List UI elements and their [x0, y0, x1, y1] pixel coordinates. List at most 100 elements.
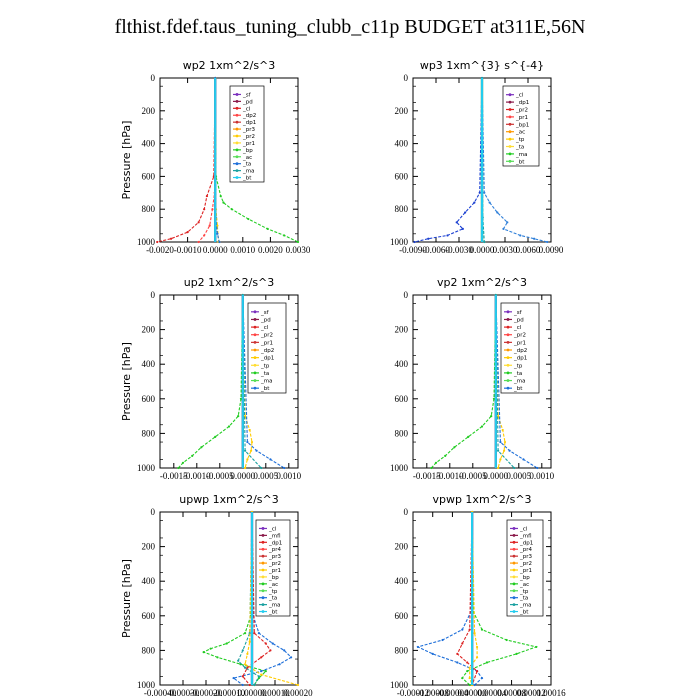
legend-marker	[253, 348, 257, 352]
y-axis-label: Pressure [hPa]	[120, 121, 133, 200]
x-tick-label: 0.00016	[536, 688, 566, 698]
legend-box	[502, 85, 540, 167]
legend-marker	[512, 527, 516, 530]
legend-marker	[261, 603, 265, 607]
x-tick-label: 0.0010	[276, 471, 301, 481]
y-tick-label: 200	[395, 106, 409, 116]
series-point	[483, 240, 486, 244]
x-tick-label: 0.00020	[283, 688, 313, 698]
y-tick-label: 600	[142, 611, 156, 621]
series-point	[218, 240, 221, 244]
series-point	[197, 240, 200, 244]
legend-marker	[235, 93, 239, 96]
series-point	[248, 640, 251, 643]
x-tick-label: 0.00008	[497, 688, 527, 698]
series-point	[497, 449, 500, 452]
x-tick-label: 0.0005	[506, 471, 531, 481]
legend-entry: _pd	[260, 317, 271, 323]
series-point	[453, 446, 456, 449]
series-point	[253, 632, 256, 635]
legend-entry: _ac	[519, 582, 529, 588]
legend-marker	[512, 589, 516, 593]
series-point	[478, 191, 481, 194]
legend-marker	[235, 113, 239, 117]
series-point	[244, 466, 247, 470]
x-tick-label: 0.00000	[237, 688, 267, 698]
series-point	[248, 428, 251, 432]
legend-marker	[253, 340, 257, 344]
legend-marker	[506, 340, 510, 344]
legend-entry: _bt	[515, 159, 525, 165]
x-tick-label: 0.0005	[253, 471, 278, 481]
series-point	[214, 435, 217, 438]
series-point	[249, 449, 253, 452]
legend-entry: _tp	[513, 363, 523, 369]
y-tick-label: 0	[151, 507, 156, 517]
y-axis-label: Pressure [hPa]	[120, 342, 133, 421]
series-point	[456, 652, 459, 655]
legend-marker	[506, 371, 510, 375]
series-point	[461, 628, 464, 631]
series-point	[260, 656, 263, 659]
legend-marker	[512, 561, 516, 565]
series-point	[244, 449, 247, 452]
legend-entry: _ma	[260, 379, 272, 385]
x-tick-label: 0.0030	[286, 245, 311, 255]
y-tick-label: 800	[142, 204, 156, 214]
series-point	[430, 466, 433, 470]
series-point	[197, 221, 200, 224]
series-point	[501, 428, 504, 432]
series-point	[225, 642, 228, 645]
series-point	[191, 454, 194, 457]
y-tick-label: 1000	[137, 680, 156, 690]
series-point	[533, 237, 536, 240]
series-point	[446, 234, 449, 237]
legend-marker	[512, 575, 516, 579]
series-line-dp1	[177, 294, 244, 469]
y-tick-label: 800	[395, 428, 409, 438]
series-point	[508, 449, 511, 452]
x-tick-label: -0.0010	[174, 245, 202, 255]
legend-entry: _ta	[519, 596, 528, 602]
legend-entry: _dp2	[260, 348, 274, 354]
series-point	[260, 673, 263, 676]
legend-entry: _bt	[513, 386, 523, 392]
legend-entry: _ma	[513, 379, 525, 385]
x-tick-label: -0.0060	[422, 245, 450, 255]
legend-entry: _dp1	[242, 120, 256, 126]
series-point	[444, 454, 447, 457]
legend-marker	[253, 371, 257, 375]
legend-marker	[261, 547, 265, 551]
series-point	[506, 221, 509, 224]
series-point	[468, 628, 471, 631]
series-point	[248, 683, 251, 687]
series-point	[473, 632, 476, 635]
legend-entry: _pr2	[260, 333, 273, 339]
series-point	[250, 440, 254, 444]
legend-entry: _bt	[260, 386, 270, 392]
series-point	[271, 642, 274, 645]
series-point	[473, 201, 476, 204]
legend-marker	[512, 582, 516, 586]
legend-marker	[253, 310, 257, 314]
legend-marker	[506, 356, 510, 360]
y-tick-label: 600	[395, 611, 409, 621]
x-tick-label: 0.0000	[203, 245, 228, 255]
legend-marker	[506, 318, 510, 321]
panel-vp2: vp2 1xm^2/s^302004006008001000-0.0015-0.…	[390, 276, 555, 481]
legend-marker	[261, 596, 265, 600]
x-tick-label: 0.0010	[529, 471, 554, 481]
legend-entry: _bt	[268, 610, 278, 616]
series-point	[480, 676, 484, 680]
legend-entry: _pr1	[242, 141, 255, 147]
legend-marker	[512, 596, 516, 600]
legend-entry: _mfl	[519, 533, 532, 539]
legend-entry: _ta	[513, 371, 522, 377]
y-tick-label: 0	[151, 73, 156, 83]
x-tick-label: -0.00040	[144, 688, 177, 698]
x-tick-label: -0.0015	[413, 471, 441, 481]
legend-entry: _sf	[513, 310, 523, 316]
series-point	[156, 240, 159, 244]
y-tick-label: 1000	[137, 237, 156, 247]
legend-marker	[235, 127, 239, 131]
